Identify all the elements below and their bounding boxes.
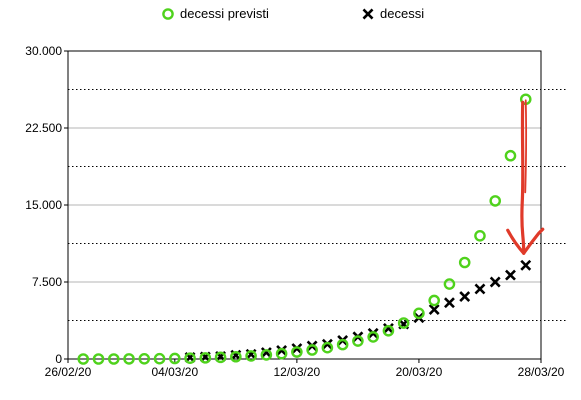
data-point [382,324,395,337]
series-layer [77,93,532,365]
data-point [260,349,273,361]
data-point [306,344,318,356]
legend-label: decessi [380,6,424,21]
data-point [138,352,151,365]
annotation-arrow-shaft [520,100,526,255]
series-decessi-previsti [77,93,532,365]
data-point [474,229,486,242]
data-point [77,353,90,365]
data-point [245,350,257,362]
data-point [428,304,440,315]
data-point [276,345,288,356]
x-tick-label: 26/02/20 [45,365,92,379]
y-tick-label: 0 [55,352,62,366]
data-point [413,307,425,320]
y-axis-ticks: 0 7.500 15.000 22.500 30.000 [25,44,68,366]
data-point [184,352,196,364]
legend-label: decessi previsti [180,6,269,21]
data-point [291,346,303,358]
data-point [504,149,517,162]
x-axis-ticks: 26/02/20 04/03/20 12/03/20 20/03/20 28/03/20 [45,359,565,379]
data-point [321,341,334,354]
data-point [123,353,135,365]
data-point [489,195,502,207]
data-point [367,331,379,343]
data-point [489,276,501,288]
x-tick-label: 12/03/20 [274,365,321,379]
y-tick-label: 30.000 [25,44,62,58]
data-point [275,347,288,360]
data-point [169,352,181,365]
legend-marker [362,8,374,20]
data-point [474,283,486,295]
data-point [92,353,105,365]
legend-marker [162,8,174,20]
y-tick-label: 7.500 [32,275,62,289]
data-point [520,259,532,271]
x-tick-label: 04/03/20 [151,365,198,379]
annotation-layer [506,99,545,255]
data-point [444,297,455,309]
annotation-arrow-head [506,227,545,255]
data-point [230,350,242,363]
data-point [505,269,516,281]
data-point [214,351,227,364]
legend: decessi previsti decessi [162,6,424,21]
data-point [458,256,471,269]
x-tick-label: 20/03/20 [396,365,443,379]
data-point [352,335,364,347]
y-tick-label: 22.500 [25,121,62,135]
data-point [459,291,471,303]
data-point [153,352,166,365]
data-point [443,278,456,290]
gridlines [68,89,568,321]
x-tick-label: 28/03/20 [518,365,565,379]
y-tick-label: 15.000 [25,198,62,212]
annotation-arrow-stroke [524,99,528,194]
data-point [107,353,120,365]
data-point [336,338,349,351]
data-point [397,317,410,329]
data-point [199,352,212,364]
data-point [428,294,440,307]
